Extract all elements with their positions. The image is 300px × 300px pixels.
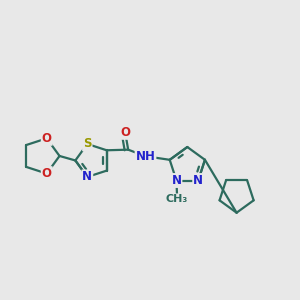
Text: CH₃: CH₃: [166, 194, 188, 204]
Text: N: N: [82, 170, 92, 183]
Text: S: S: [83, 137, 92, 151]
Text: N: N: [193, 174, 203, 187]
Text: NH: NH: [136, 150, 155, 163]
Text: O: O: [42, 132, 52, 145]
Text: N: N: [171, 174, 182, 187]
Text: O: O: [42, 167, 52, 180]
Text: O: O: [120, 126, 130, 139]
